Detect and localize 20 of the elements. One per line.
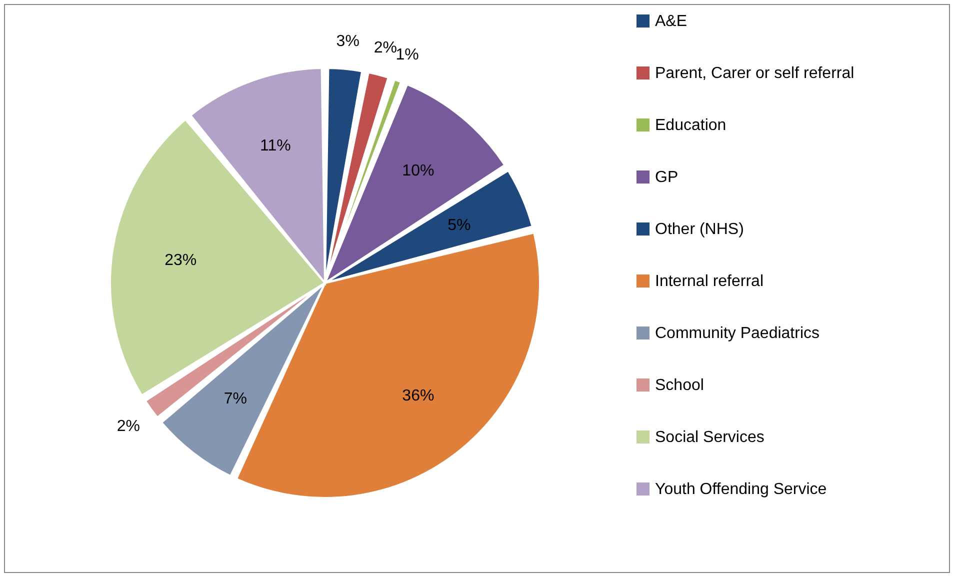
data-label: 10% (402, 162, 434, 180)
legend-label: Youth Offending Service (655, 481, 827, 498)
data-label: 2% (374, 40, 397, 57)
legend-label: Education (655, 117, 726, 134)
data-label: 23% (164, 252, 197, 270)
data-label: 11% (260, 137, 291, 154)
legend-label: Parent, Carer or self referral (655, 65, 854, 82)
legend-label: GP (655, 169, 678, 186)
data-label: 36% (402, 388, 434, 405)
data-label: 7% (224, 390, 247, 408)
data-label: 3% (336, 33, 360, 50)
data-label: 5% (448, 216, 471, 234)
legend-label: Social Services (655, 429, 764, 446)
data-label: 2% (116, 418, 140, 435)
legend-label: School (655, 377, 704, 394)
legend-label: Community Paediatrics (655, 325, 820, 342)
data-label: 1% (396, 46, 419, 64)
legend-label: Other (NHS) (655, 221, 744, 238)
legend-label: Internal referral (655, 273, 764, 290)
legend-label: A&E (655, 13, 688, 30)
